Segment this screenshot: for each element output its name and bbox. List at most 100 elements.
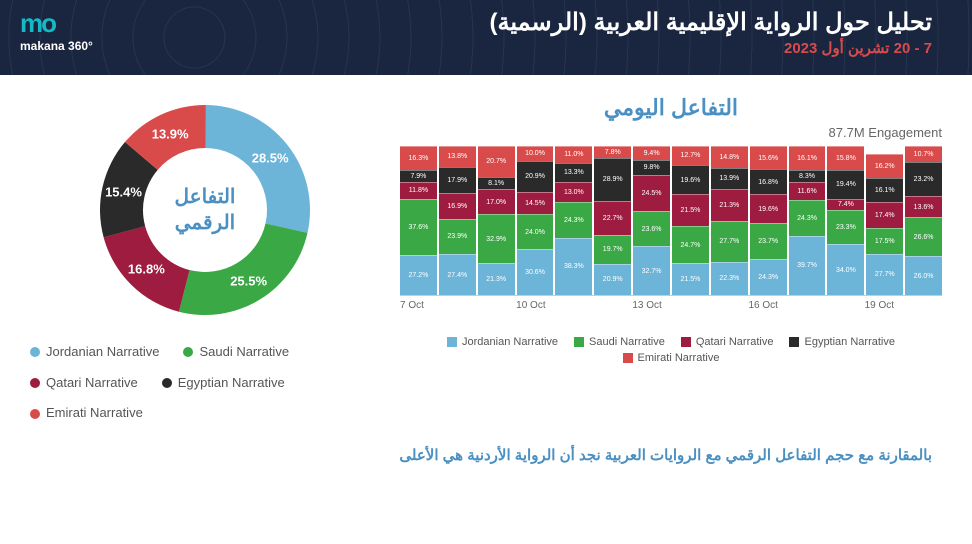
legend-label: Emirati Narrative <box>46 401 143 426</box>
bar-segment-egyptian: 16.1% <box>866 178 903 202</box>
x-axis-label <box>477 300 516 311</box>
bar-segment-qatari: 17.0% <box>478 189 515 214</box>
legend-item: Jordanian Narrative <box>30 340 159 365</box>
bar-segment-saudi: 26.6% <box>905 217 942 257</box>
bar-segment-egyptian: 19.6% <box>672 165 709 194</box>
legend-item: Egyptian Narrative <box>162 371 285 396</box>
bar-segment-jordanian: 27.4% <box>439 254 476 295</box>
date-range: 7 - 20 تشرين أول 2023 <box>93 39 932 57</box>
bar-column: 30.6%24.0%14.5%20.9%10.0% <box>517 146 554 295</box>
bar-segment-emirati: 9.4% <box>633 146 670 160</box>
legend-dot-icon <box>30 347 40 357</box>
bar-segment-qatari: 22.7% <box>594 201 631 235</box>
bar-segment-qatari: 16.9% <box>439 193 476 218</box>
bar-segment-egyptian: 13.9% <box>711 168 748 189</box>
bar-segment-emirati: 15.6% <box>750 146 787 169</box>
bar-column: 24.3%23.7%19.6%16.8%15.6% <box>750 146 787 295</box>
bar-segment-saudi: 27.7% <box>711 221 748 262</box>
bar-segment-qatari: 13.6% <box>905 196 942 216</box>
x-axis-label <box>710 300 749 311</box>
bar-segment-egyptian: 9.8% <box>633 160 670 175</box>
x-axis-label <box>671 300 710 311</box>
bar-column: 39.7%24.3%11.6%8.3%16.1% <box>789 146 826 295</box>
bar-segment-emirati: 20.7% <box>478 146 515 177</box>
bar-segment-saudi: 19.7% <box>594 235 631 264</box>
bar-segment-qatari: 24.5% <box>633 175 670 212</box>
bar-segment-egyptian: 23.2% <box>905 162 942 197</box>
bar-segment-egyptian: 13.3% <box>555 163 592 183</box>
bar-segment-jordanian: 27.7% <box>866 254 903 295</box>
donut-slice-label: 15.4% <box>105 184 142 199</box>
bar-segment-jordanian: 22.3% <box>711 262 748 295</box>
bar-segment-jordanian: 32.7% <box>633 246 670 295</box>
bar-panel: التفاعل اليومي 87.7M Engagement 27.2%37.… <box>400 95 942 426</box>
logo-mark: mo <box>20 8 93 39</box>
x-axis-label: 10 Oct <box>516 300 555 311</box>
bar-segment-qatari: 19.6% <box>750 194 787 223</box>
bar-segment-saudi: 23.3% <box>827 210 864 245</box>
legend-label: Jordanian Narrative <box>462 336 558 348</box>
bar-segment-egyptian: 17.9% <box>439 167 476 194</box>
bar-segment-saudi: 23.9% <box>439 219 476 255</box>
legend-label: Saudi Narrative <box>589 336 665 348</box>
legend-square-icon <box>447 337 457 347</box>
legend-label: Saudi Narrative <box>199 340 289 365</box>
bar-segment-saudi: 24.0% <box>517 214 554 250</box>
donut-panel: التفاعل الرقمي 28.5%25.5%16.8%15.4%13.9%… <box>30 95 380 426</box>
legend-item: Qatari Narrative <box>30 371 138 396</box>
bar-segment-egyptian: 8.1% <box>478 177 515 189</box>
legend-dot-icon <box>162 378 172 388</box>
x-axis-label <box>903 300 942 311</box>
bar-column: 20.9%19.7%22.7%28.9%7.8% <box>594 146 631 295</box>
x-axis-label: 19 Oct <box>865 300 904 311</box>
legend-square-icon <box>681 337 691 347</box>
bar-legend-item: Emirati Narrative <box>623 352 720 364</box>
x-axis-label: 13 Oct <box>632 300 671 311</box>
engagement-total: 87.7M Engagement <box>400 125 942 140</box>
bar-segment-qatari: 7.4% <box>827 199 864 210</box>
bar-segment-egyptian: 8.3% <box>789 170 826 182</box>
donut-center-label: التفاعل الرقمي <box>145 184 265 236</box>
bar-segment-egyptian: 16.8% <box>750 169 787 194</box>
x-axis: 7 Oct10 Oct13 Oct16 Oct19 Oct <box>400 300 942 311</box>
footer-insight: بالمقارنة مع حجم التفاعل الرقمي مع الروا… <box>0 426 972 464</box>
legend-label: Emirati Narrative <box>638 352 720 364</box>
bar-segment-saudi: 23.7% <box>750 223 787 258</box>
bar-segment-egyptian: 28.9% <box>594 158 631 201</box>
bar-segment-jordanian: 38.3% <box>555 238 592 295</box>
bar-segment-saudi: 24.7% <box>672 226 709 263</box>
legend-item: Emirati Narrative <box>30 401 143 426</box>
legend-label: Jordanian Narrative <box>46 340 159 365</box>
legend-dot-icon <box>30 378 40 388</box>
bar-segment-qatari: 11.6% <box>789 182 826 199</box>
legend-square-icon <box>574 337 584 347</box>
bar-segment-emirati: 7.8% <box>594 146 631 158</box>
brand-logo: mo makana 360° <box>20 8 93 53</box>
logo-text: makana 360° <box>20 39 93 53</box>
bar-column: 27.7%17.5%17.4%16.1%16.2% <box>866 146 903 295</box>
legend-square-icon <box>623 353 633 363</box>
bar-segment-qatari: 11.8% <box>400 182 437 199</box>
bar-column: 21.5%24.7%21.5%19.6%12.7% <box>672 146 709 295</box>
donut-center: التفاعل الرقمي <box>145 150 265 270</box>
header: mo makana 360° تحليل حول الرواية الإقليم… <box>0 0 972 75</box>
donut-slice-label: 25.5% <box>230 274 267 289</box>
bar-column: 38.3%24.3%13.0%13.3%11.0% <box>555 146 592 295</box>
x-axis-label <box>555 300 594 311</box>
x-axis-label <box>787 300 826 311</box>
page-title: تحليل حول الرواية الإقليمية العربية (الر… <box>93 8 932 37</box>
donut-slice-label: 13.9% <box>152 127 189 142</box>
bar-segment-emirati: 10.0% <box>517 146 554 161</box>
legend-dot-icon <box>30 409 40 419</box>
legend-label: Qatari Narrative <box>696 336 774 348</box>
bar-segment-qatari: 13.0% <box>555 182 592 201</box>
bar-segment-emirati: 13.8% <box>439 146 476 167</box>
bar-segment-jordanian: 20.9% <box>594 264 631 295</box>
bar-segment-emirati: 16.1% <box>789 146 826 170</box>
bar-segment-qatari: 21.3% <box>711 189 748 221</box>
bar-segment-egyptian: 20.9% <box>517 161 554 192</box>
bar-segment-jordanian: 30.6% <box>517 249 554 295</box>
bar-segment-jordanian: 21.5% <box>672 263 709 295</box>
x-axis-label: 7 Oct <box>400 300 439 311</box>
bar-segment-jordanian: 21.3% <box>478 263 515 295</box>
